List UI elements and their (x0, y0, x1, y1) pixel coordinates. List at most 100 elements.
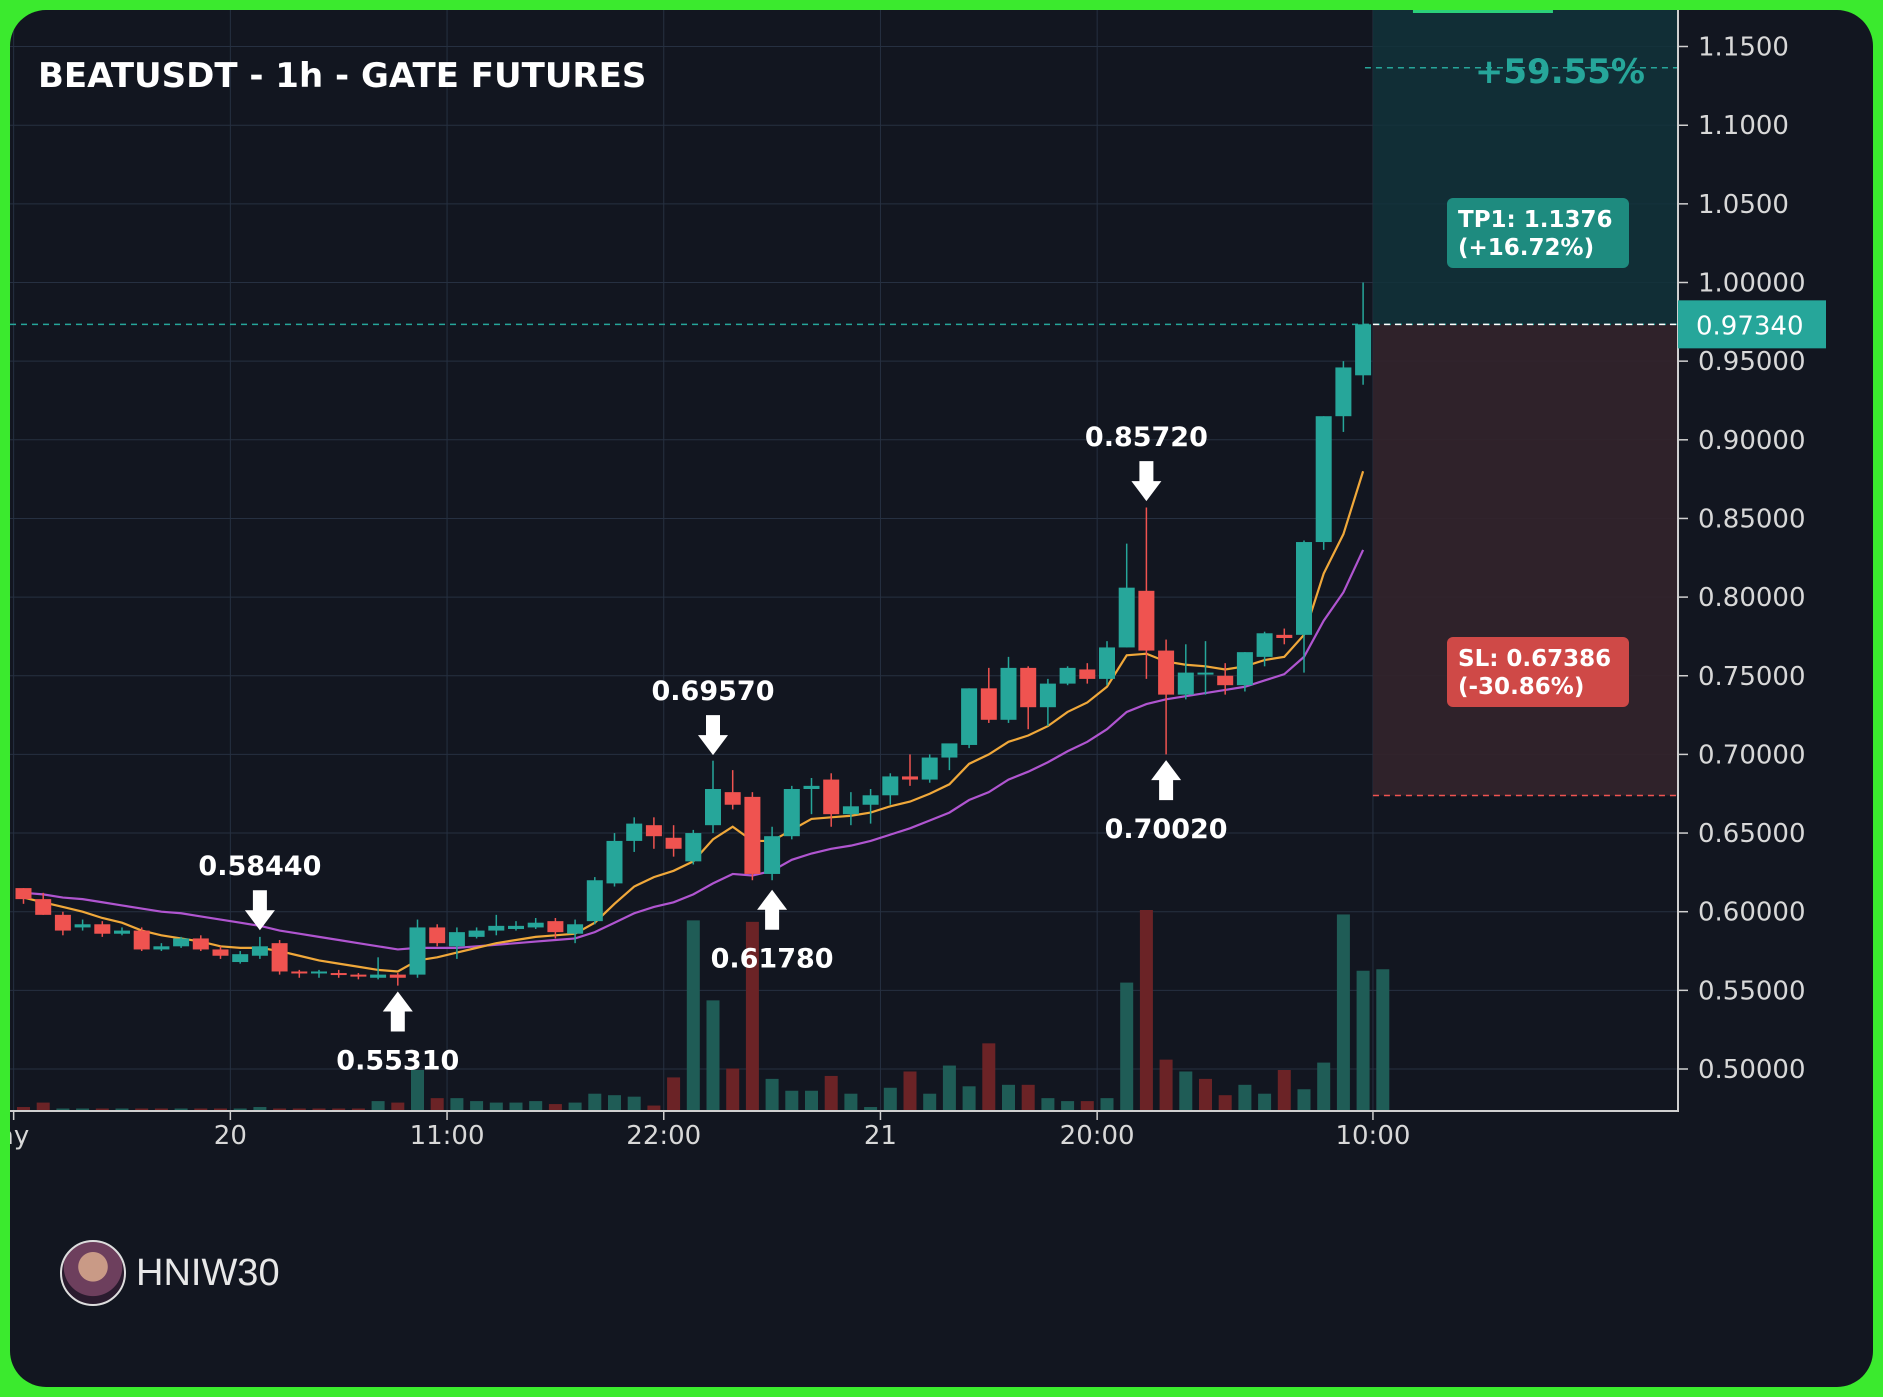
candle (1217, 663, 1234, 695)
volume-bar (923, 1093, 937, 1110)
y-tick-label: 0.70000 (1698, 740, 1806, 770)
candle-body (586, 880, 603, 922)
y-tick-label: 0.50000 (1698, 1055, 1806, 1085)
profit-pct-label: +59.55% (1475, 52, 1645, 92)
y-tick-label: 0.95000 (1698, 347, 1806, 377)
last-price-badge (1678, 300, 1826, 349)
volume-bar (706, 1000, 720, 1110)
volume-bar (233, 1108, 247, 1110)
volume-bar (962, 1086, 976, 1110)
tp-label: TP1: 1.1376 (1458, 207, 1613, 233)
candle-body (173, 938, 190, 947)
candle-body (1335, 367, 1352, 417)
candlestick-chart[interactable]: 1.1500 1.1000 1.0500 1.00000 0.95000 0.90000 0… (10, 10, 1873, 1387)
volume-bar (568, 1102, 582, 1110)
candle-body (842, 806, 859, 815)
candle-body (606, 840, 623, 884)
candle-body (783, 789, 800, 837)
candle (1256, 631, 1273, 667)
volume-bar (765, 1078, 779, 1110)
candle (862, 789, 879, 824)
candle-body (882, 776, 899, 796)
candle-body (350, 974, 367, 977)
candle-body (1276, 634, 1293, 638)
y-tick-label: 0.90000 (1698, 426, 1806, 456)
candle (803, 777, 820, 815)
volume-bar (470, 1101, 484, 1110)
tp-zone-top-mark (1412, 10, 1553, 13)
candle (1276, 628, 1293, 645)
candle (271, 940, 288, 975)
y-tick-label: 0.55000 (1698, 976, 1806, 1006)
sl-label: SL: 0.67386 (1458, 646, 1611, 672)
candle (1296, 540, 1312, 673)
volume-bar (883, 1087, 897, 1110)
candle-body (153, 946, 170, 950)
volume-bar (1021, 1084, 1035, 1110)
candle-body (823, 779, 840, 815)
candle (626, 817, 643, 852)
volume-bar (214, 1108, 227, 1110)
candle (1315, 416, 1332, 550)
volume-bar (273, 1108, 287, 1110)
annotation-label: 0.70020 (1105, 814, 1228, 845)
volume-bar (430, 1098, 444, 1110)
volume-bar (1159, 1059, 1173, 1110)
candle-body (1158, 650, 1175, 695)
candle (1158, 639, 1175, 755)
candle-body (1256, 633, 1273, 657)
price-annotation: 0.70020 (1105, 760, 1228, 845)
tp-pct-label: (+16.72%) (1458, 235, 1594, 261)
volume-bar (1120, 982, 1134, 1110)
volume-bar (1080, 1101, 1094, 1110)
candle-body (114, 930, 130, 934)
volume-bar (588, 1093, 602, 1110)
candle-body (488, 925, 505, 931)
x-tick-label: 21 (864, 1121, 897, 1151)
price-annotation: 0.85720 (1085, 422, 1208, 502)
candle-body (389, 974, 406, 978)
candle (74, 919, 91, 931)
volume-bar (667, 1077, 681, 1110)
candle-body (1000, 667, 1017, 720)
volume-bar (647, 1105, 661, 1110)
sl-badge (1447, 637, 1629, 707)
volume-bar (903, 1071, 917, 1110)
annotation-label: 0.55310 (336, 1045, 459, 1076)
candle (1000, 656, 1017, 723)
candle-body (744, 796, 761, 874)
y-tick-label: 0.85000 (1698, 504, 1806, 534)
candle (941, 743, 958, 771)
candle (744, 792, 761, 881)
volume-bars (17, 910, 1390, 1110)
candle (665, 825, 682, 857)
volume-bar (509, 1102, 523, 1110)
candle (823, 773, 840, 827)
candle (448, 927, 465, 959)
y-tick-label: 0.65000 (1698, 819, 1806, 849)
candle-body (1020, 667, 1037, 708)
candle-body (980, 688, 997, 720)
candle-body (1355, 324, 1372, 376)
candle (1138, 507, 1155, 679)
candle-body (764, 836, 781, 874)
annotation-label: 0.69570 (652, 676, 775, 707)
candle-body (291, 971, 308, 974)
x-tick-label: 20:00 (1060, 1121, 1135, 1151)
candle-body (803, 785, 820, 790)
candle-body (1059, 667, 1076, 684)
volume-bar (942, 1065, 956, 1110)
volume-bar (174, 1108, 188, 1110)
volume-bar (332, 1108, 346, 1110)
volume-bar (115, 1108, 129, 1110)
volume-bar (982, 1043, 996, 1110)
price-annotation: 0.69570 (652, 676, 775, 756)
volume-bar (17, 1107, 30, 1110)
candle (488, 914, 505, 936)
candle (685, 829, 702, 865)
candle-body (547, 921, 564, 933)
candle (1118, 543, 1135, 648)
candle-body (409, 927, 426, 975)
candle (547, 917, 564, 939)
candle-body (1197, 672, 1214, 675)
